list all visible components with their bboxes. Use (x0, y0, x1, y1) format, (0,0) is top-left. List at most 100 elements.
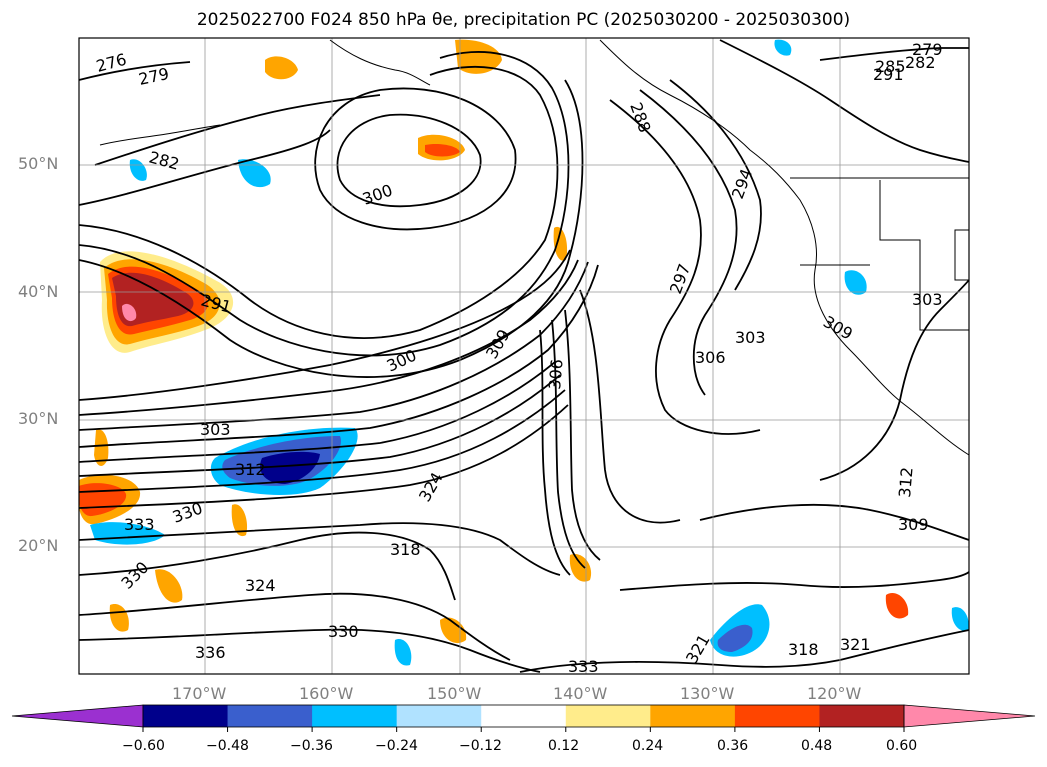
contour-label: 312 (895, 466, 917, 498)
colorbar-tick-label: 0.60 (886, 738, 918, 754)
lat-label: 40°N (18, 282, 59, 301)
theta-e-contours (78, 39, 970, 673)
theta-e-contour (78, 404, 569, 509)
precip-positive-area (425, 143, 460, 157)
colorbar-segment (481, 705, 567, 727)
lon-label: 120°W (807, 684, 862, 703)
contour-label: 309 (898, 515, 929, 534)
theta-e-contour (78, 522, 561, 576)
contour-label: 303 (735, 328, 766, 347)
lon-label: 130°W (680, 684, 735, 703)
coastline (879, 180, 969, 331)
precip-positive-area (155, 569, 183, 603)
map-border (78, 37, 970, 675)
gridlines (79, 38, 969, 674)
precip-positive-area (122, 303, 137, 322)
theta-e-contour (519, 629, 970, 673)
theta-e-contour (78, 374, 561, 477)
colorbar-tick-label: −0.24 (375, 738, 418, 754)
theta-e-contour (579, 289, 681, 524)
lat-label: 50°N (18, 154, 59, 173)
colorbar-left-extension (11, 704, 144, 728)
precip-negative-area (394, 639, 412, 666)
contour-label: 330 (328, 622, 359, 641)
colorbar-segment (396, 705, 482, 727)
theta-e-contour (78, 264, 599, 448)
colorbar-segment (734, 705, 820, 727)
theta-e-contour (78, 129, 331, 206)
theta-e-contour (78, 249, 571, 401)
contour-label: 324 (245, 576, 276, 595)
contour-label: 321 (840, 635, 871, 654)
lat-label: 20°N (18, 536, 59, 555)
precip-negative-area (238, 159, 271, 188)
colorbar-tick-label: 0.36 (717, 738, 749, 754)
map-frame (79, 38, 969, 674)
colorbar-tick-label: 0.24 (632, 738, 664, 754)
theta-e-contour (78, 61, 191, 81)
contour-label: 306 (545, 358, 567, 390)
contour-label: 291 (873, 65, 904, 84)
precip-negative-area (844, 270, 867, 295)
precip-positive-area (94, 429, 109, 466)
theta-e-contour (78, 389, 566, 493)
theta-e-contour (314, 87, 517, 231)
lon-label: 170°W (172, 684, 227, 703)
theta-e-contour (564, 309, 601, 561)
lat-label: 30°N (18, 409, 59, 428)
theta-e-contour (719, 39, 970, 163)
contour-label: 282 (905, 53, 936, 72)
theta-e-contour (78, 531, 456, 601)
theta-e-contour (619, 571, 970, 591)
chart-title: 2025022700 F024 850 hPa θe, precipitatio… (196, 10, 851, 30)
contour-label-layer: 276 279 282 300 291 288 294 297 303 306 … (94, 40, 942, 676)
theta-e-contour (78, 361, 556, 463)
colorbar-tick-label: −0.12 (459, 738, 502, 754)
colorbar-segment (227, 705, 313, 727)
theta-e-contour (551, 319, 586, 569)
contour-label: 318 (390, 540, 421, 559)
precip-negative-area (951, 607, 970, 631)
contour-label: 333 (124, 515, 155, 534)
contour-label: 336 (195, 643, 226, 662)
theta-e-contour (669, 79, 762, 291)
colorbar-tick-label: −0.48 (206, 738, 249, 754)
precip-negative-area (260, 451, 320, 484)
theta-e-contour (78, 79, 584, 378)
colorbar-tick-label: −0.60 (122, 738, 165, 754)
colorbar-segment (565, 705, 651, 727)
precip-positive-area (553, 226, 568, 261)
coastline (329, 39, 431, 86)
colorbar-tick-label: 0.12 (548, 738, 580, 754)
lon-label: 160°W (299, 684, 354, 703)
theta-e-contour (78, 592, 511, 661)
theta-e-contour (336, 113, 482, 208)
theta-e-contour (78, 259, 579, 416)
precip-negative-area (774, 39, 792, 56)
theta-e-contour (819, 279, 970, 481)
colorbar-right-extension (903, 704, 1036, 728)
theta-e-contour (819, 47, 969, 61)
colorbar-segment (312, 705, 398, 727)
theta-e-contour (78, 65, 559, 339)
theta-e-contour (94, 94, 381, 166)
colorbar (11, 704, 1036, 732)
colorbar-segment (650, 705, 736, 727)
precip-negative-area (717, 624, 753, 652)
contour-label: 303 (912, 290, 943, 309)
lon-label: 140°W (553, 684, 608, 703)
theta-e-contour (78, 261, 589, 431)
contour-label: 306 (695, 348, 726, 367)
coastline (599, 39, 970, 456)
colorbar-tick-label: 0.48 (801, 738, 833, 754)
colorbar-segment (819, 705, 905, 727)
precip-positive-area (885, 592, 909, 619)
precip-positive-area (455, 39, 502, 74)
contour-label: 312 (235, 460, 266, 479)
lon-label: 150°W (427, 684, 482, 703)
contour-label: 303 (200, 420, 231, 439)
theta-e-contour (639, 89, 738, 396)
precip-positive-area (231, 504, 248, 537)
contour-label: 333 (568, 657, 599, 676)
